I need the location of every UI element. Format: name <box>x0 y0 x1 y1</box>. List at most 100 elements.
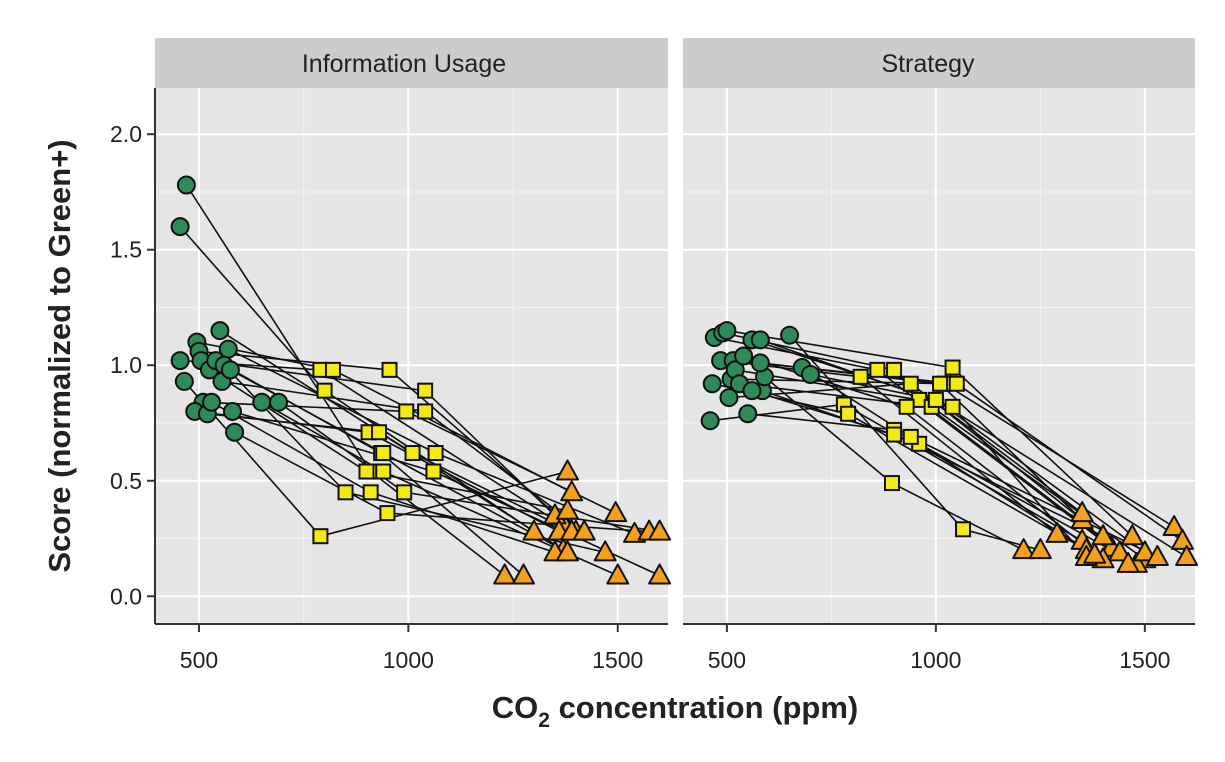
medium-co2-square-marker <box>883 475 900 492</box>
high-co2-triangle-marker <box>1116 551 1140 573</box>
low-co2-circle-marker <box>170 217 190 237</box>
y-tick-label: 0.5 <box>110 468 142 494</box>
medium-co2-square-marker <box>371 424 388 441</box>
high-co2-triangle-marker <box>1012 538 1036 560</box>
medium-co2-square-marker <box>955 521 972 538</box>
medium-co2-square-marker <box>324 361 341 378</box>
low-co2-circle-marker <box>800 364 820 384</box>
x-tick-label: 1500 <box>1119 647 1170 673</box>
medium-co2-square-marker <box>316 382 333 399</box>
medium-co2-square-marker <box>948 375 965 392</box>
medium-co2-square-marker <box>886 426 903 443</box>
medium-co2-square-marker <box>927 391 944 408</box>
medium-co2-square-marker <box>312 528 329 545</box>
low-co2-circle-marker <box>269 392 289 412</box>
medium-co2-square-marker <box>379 505 396 522</box>
medium-co2-square-marker <box>898 398 915 415</box>
high-co2-triangle-marker <box>1133 540 1157 562</box>
high-co2-triangle-marker <box>555 498 579 520</box>
x-tick-label: 1000 <box>910 647 961 673</box>
x-ticks: 500 1000 1500 500 1000 1500 <box>180 624 1170 673</box>
medium-co2-square-marker <box>398 403 415 420</box>
medium-co2-square-marker <box>886 361 903 378</box>
low-co2-circle-marker <box>750 330 770 350</box>
y-tick-label: 2.0 <box>110 121 142 147</box>
high-co2-triangle-marker <box>1028 538 1052 560</box>
panel-2-strip-title: Strategy <box>881 50 975 78</box>
low-co2-circle-marker <box>700 411 720 431</box>
x-axis-title-co: CO <box>492 690 539 725</box>
high-co2-triangle-marker <box>648 519 672 541</box>
medium-co2-square-marker <box>417 382 434 399</box>
low-co2-circle-marker <box>202 392 222 412</box>
high-co2-triangle-marker <box>1145 545 1169 566</box>
x-tick-label: 500 <box>708 647 746 673</box>
low-co2-circle-marker <box>220 360 240 380</box>
low-co2-circle-marker <box>176 175 196 195</box>
high-co2-triangle-marker <box>1162 514 1186 536</box>
high-co2-triangle-marker <box>1070 501 1094 523</box>
low-co2-circle-marker <box>738 404 758 424</box>
medium-co2-square-marker <box>381 361 398 378</box>
medium-co2-square-marker <box>840 405 857 422</box>
medium-co2-square-marker <box>337 484 354 501</box>
low-co2-circle-marker <box>719 388 739 408</box>
medium-co2-square-marker <box>902 375 919 392</box>
medium-co2-square-marker <box>396 484 413 501</box>
low-co2-circle-marker <box>174 371 194 391</box>
high-co2-triangle-marker <box>1170 528 1194 550</box>
high-co2-triangle-marker <box>593 540 617 562</box>
high-co2-triangle-marker <box>648 563 672 585</box>
panel-2-series <box>710 329 1188 565</box>
low-co2-circle-marker <box>734 346 754 366</box>
high-co2-triangle-marker <box>512 563 536 585</box>
high-co2-triangle-marker <box>1091 524 1115 546</box>
low-co2-circle-marker <box>717 321 737 341</box>
high-co2-triangle-marker <box>522 519 546 541</box>
y-axis-title: Score (normalized to Green+) <box>42 139 77 572</box>
medium-co2-square-marker <box>932 375 949 392</box>
panel-1-markers <box>170 175 672 585</box>
x-tick-label: 500 <box>180 647 218 673</box>
low-co2-circle-marker <box>210 321 230 341</box>
medium-co2-square-marker <box>404 445 421 462</box>
high-co2-triangle-marker <box>1120 524 1144 546</box>
medium-co2-square-marker <box>944 398 961 415</box>
high-co2-triangle-marker <box>604 501 628 523</box>
medium-co2-square-marker <box>425 463 442 480</box>
y-tick-label: 1.5 <box>110 237 142 263</box>
x-axis-title-rest: concentration (ppm) <box>550 690 858 725</box>
medium-co2-square-marker <box>427 445 444 462</box>
high-co2-triangle-marker <box>572 519 596 541</box>
medium-co2-square-marker <box>852 368 869 385</box>
medium-co2-square-marker <box>944 359 961 376</box>
panel-1-strip <box>155 38 668 88</box>
high-co2-triangle-marker <box>1108 540 1132 562</box>
medium-co2-square-marker <box>358 463 375 480</box>
medium-co2-square-marker <box>375 445 392 462</box>
panel-2-markers <box>700 321 1199 573</box>
x-axis-title: CO2 concentration (ppm) <box>492 690 858 732</box>
panel-2-strip <box>683 38 1195 88</box>
low-co2-circle-marker <box>702 374 722 394</box>
high-co2-triangle-marker <box>606 563 630 585</box>
high-co2-triangle-marker <box>1083 542 1107 564</box>
medium-co2-square-marker <box>902 428 919 445</box>
y-tick-label: 0.0 <box>110 583 142 609</box>
medium-co2-square-marker <box>375 463 392 480</box>
low-co2-circle-marker <box>222 401 242 421</box>
medium-co2-square-marker <box>417 403 434 420</box>
high-co2-triangle-marker <box>555 540 579 562</box>
x-tick-label: 1000 <box>383 647 434 673</box>
medium-co2-square-marker <box>362 484 379 501</box>
high-co2-triangle-marker <box>493 563 517 585</box>
low-co2-circle-marker <box>225 422 245 442</box>
y-ticks: 0.0 0.5 1.0 1.5 2.0 <box>110 121 155 609</box>
low-co2-circle-marker <box>742 381 762 401</box>
high-co2-triangle-marker <box>1045 521 1069 543</box>
low-co2-circle-marker <box>780 325 800 345</box>
x-tick-label: 1500 <box>592 647 643 673</box>
high-co2-triangle-marker <box>555 459 579 481</box>
medium-co2-square-marker <box>869 361 886 378</box>
